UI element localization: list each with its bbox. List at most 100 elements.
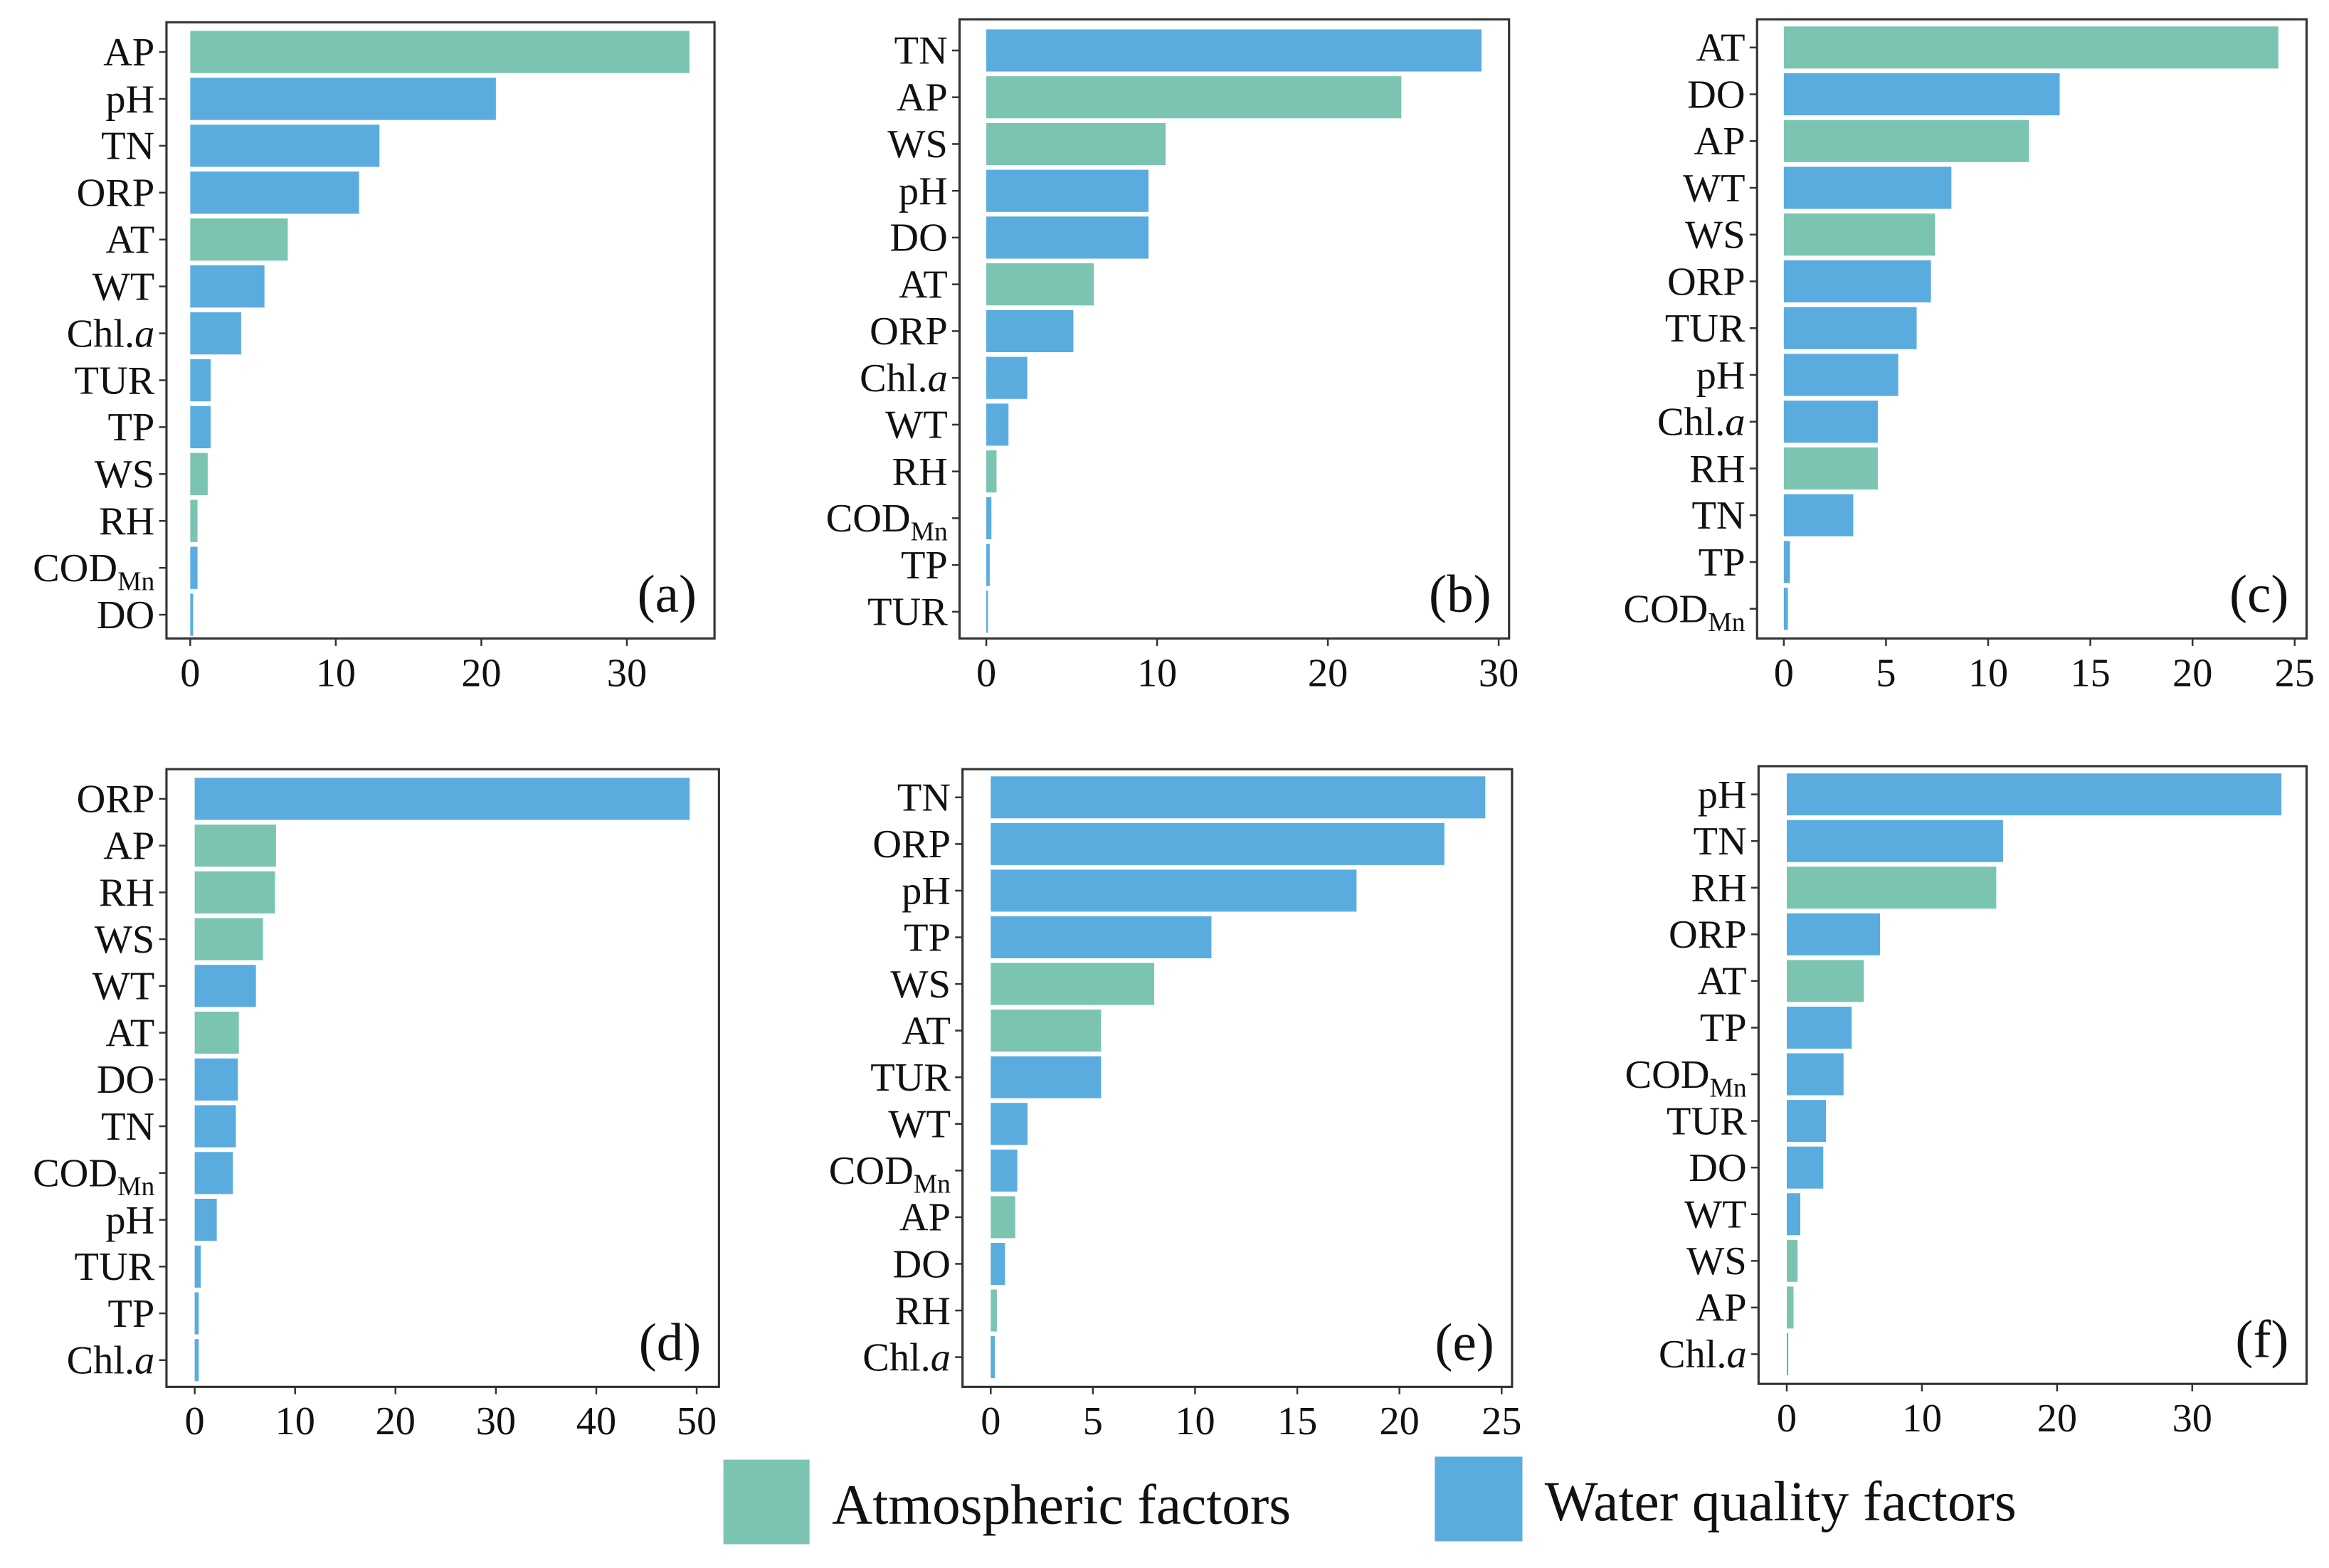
y-tick-label: CODMn bbox=[33, 546, 154, 597]
bar bbox=[986, 122, 1166, 166]
legend-label-water: Water quality factors bbox=[1545, 1471, 2017, 1533]
bar bbox=[190, 31, 690, 73]
bar bbox=[194, 778, 690, 820]
bar bbox=[991, 822, 1445, 865]
bar bbox=[991, 1056, 1102, 1098]
y-tick-label: Chl.a bbox=[1657, 401, 1746, 445]
y-tick-label: ORP bbox=[870, 309, 948, 354]
bar bbox=[190, 78, 496, 120]
bar bbox=[986, 309, 1074, 353]
y-tick-label: Chl.a bbox=[862, 1335, 951, 1379]
x-tick-label: 10 bbox=[1175, 1399, 1215, 1443]
bar bbox=[986, 544, 990, 586]
y-tick-label: DO bbox=[889, 216, 947, 260]
bar bbox=[986, 497, 992, 539]
y-tick-label: Chl.a bbox=[67, 312, 155, 356]
bar bbox=[1783, 494, 1854, 536]
bar bbox=[986, 356, 1028, 399]
y-tick-label: CODMn bbox=[1623, 588, 1745, 638]
bar bbox=[986, 450, 997, 493]
y-tick-label: CODMn bbox=[829, 1149, 951, 1199]
bar bbox=[1787, 1006, 1852, 1049]
bar bbox=[1787, 1239, 1798, 1282]
bar bbox=[194, 1198, 217, 1241]
bar bbox=[991, 963, 1155, 1005]
legend-swatch-water bbox=[1435, 1456, 1523, 1542]
y-tick-label: ORP bbox=[77, 778, 155, 822]
panel-label: (a) bbox=[638, 565, 697, 624]
y-tick-label: WS bbox=[890, 963, 951, 1007]
bar bbox=[194, 1105, 236, 1148]
y-tick-label: RH bbox=[1691, 867, 1746, 911]
x-tick-label: 0 bbox=[1774, 651, 1794, 695]
x-tick-label: 30 bbox=[476, 1399, 516, 1443]
bar bbox=[986, 403, 1009, 446]
y-tick-label: AT bbox=[1698, 960, 1747, 1004]
y-tick-label: ORP bbox=[77, 171, 155, 216]
bar bbox=[1783, 26, 2278, 69]
y-tick-label: WS bbox=[1686, 1239, 1747, 1283]
bar bbox=[194, 1152, 233, 1194]
y-tick-label: RH bbox=[99, 499, 154, 544]
y-tick-label: pH bbox=[105, 78, 154, 122]
bar bbox=[190, 546, 198, 589]
label-italic: a bbox=[1725, 401, 1745, 445]
bar bbox=[1787, 820, 2003, 862]
bar bbox=[991, 869, 1357, 912]
y-tick-label: TN bbox=[101, 1105, 154, 1149]
bar bbox=[991, 1289, 997, 1332]
x-tick-label: 20 bbox=[376, 1399, 416, 1443]
bar bbox=[190, 359, 211, 402]
y-tick-label: CODMn bbox=[33, 1152, 154, 1202]
x-tick-label: 5 bbox=[1083, 1399, 1103, 1443]
bar bbox=[190, 265, 265, 308]
bar bbox=[190, 593, 194, 636]
y-tick-label: TP bbox=[1699, 541, 1746, 585]
bar bbox=[991, 1149, 1018, 1192]
y-tick-label: AP bbox=[1696, 1286, 1747, 1330]
x-tick-label: 10 bbox=[275, 1399, 315, 1443]
bar bbox=[1783, 166, 1952, 209]
label-subscript: Mn bbox=[117, 567, 154, 596]
bar bbox=[1787, 913, 1881, 955]
bar bbox=[194, 1245, 201, 1288]
bar bbox=[1783, 307, 1917, 349]
y-tick-label: DO bbox=[1689, 1146, 1746, 1190]
y-tick-label: AT bbox=[105, 1011, 154, 1055]
y-tick-label: AP bbox=[899, 1196, 951, 1240]
x-tick-label: 0 bbox=[1777, 1397, 1797, 1441]
panel-label: (e) bbox=[1435, 1313, 1494, 1372]
bar bbox=[991, 1010, 1102, 1052]
bar bbox=[1787, 867, 1997, 909]
bar bbox=[194, 1339, 199, 1382]
bar bbox=[194, 825, 276, 867]
y-tick-label: ORP bbox=[872, 822, 951, 867]
label-subscript: Mn bbox=[914, 1170, 951, 1199]
y-tick-label: WT bbox=[885, 403, 948, 447]
label-subscript: Mn bbox=[911, 518, 948, 547]
y-tick-label: RH bbox=[895, 1289, 951, 1333]
y-tick-label: AP bbox=[1694, 120, 1746, 164]
label-main: COD bbox=[826, 497, 911, 541]
bar bbox=[1783, 73, 2060, 116]
bar bbox=[1787, 1100, 1827, 1143]
label-main: Chl. bbox=[67, 312, 135, 356]
bar bbox=[991, 1196, 1015, 1239]
bar bbox=[986, 169, 1149, 212]
y-tick-label: WS bbox=[95, 452, 155, 497]
y-tick-label: DO bbox=[1687, 73, 1745, 117]
x-tick-label: 10 bbox=[1902, 1397, 1942, 1441]
panel-label: (b) bbox=[1429, 565, 1491, 624]
y-tick-label: TN bbox=[101, 125, 154, 169]
y-tick-label: TN bbox=[897, 776, 951, 820]
bar bbox=[194, 1292, 199, 1335]
y-tick-label: TP bbox=[901, 544, 948, 588]
y-tick-label: TP bbox=[904, 916, 951, 960]
y-tick-label: CODMn bbox=[826, 497, 948, 547]
bar bbox=[190, 125, 380, 167]
x-tick-label: 20 bbox=[1308, 651, 1348, 695]
